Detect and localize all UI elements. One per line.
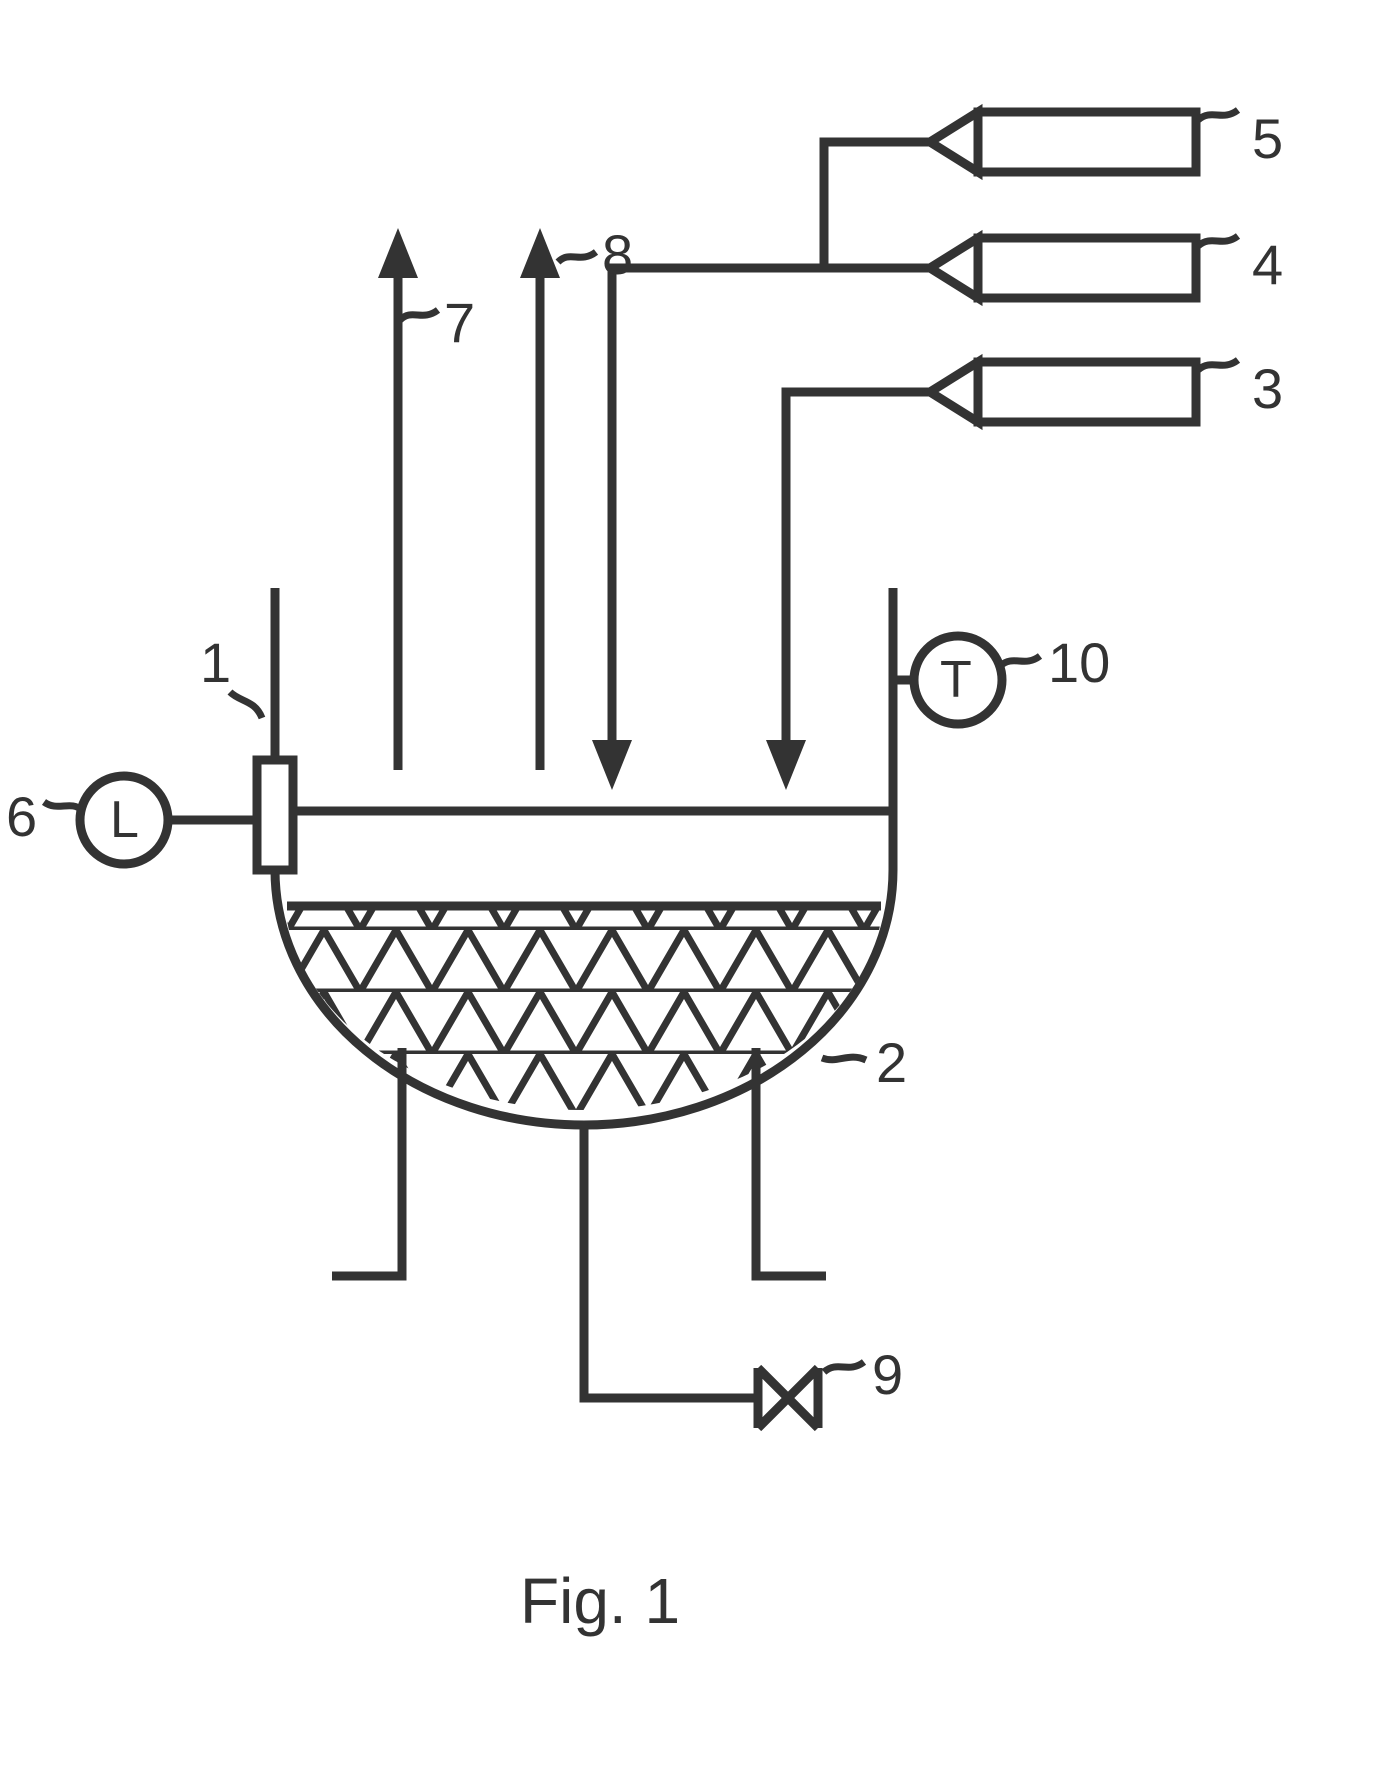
level-sensor-label: L	[110, 790, 139, 850]
level-sensor-icon	[80, 776, 257, 864]
figure-caption: Fig. 1	[520, 1564, 680, 1638]
outlet-arrow-8	[520, 228, 560, 770]
leader-9	[824, 1362, 864, 1372]
level-port	[257, 760, 293, 870]
reactor-diagram	[0, 0, 1373, 1782]
leg-left	[332, 1048, 402, 1276]
leader-1	[230, 692, 262, 718]
leader-5	[1198, 110, 1238, 120]
leader-3	[1198, 360, 1238, 370]
feed-line-3	[766, 392, 930, 790]
callout-3: 3	[1252, 356, 1283, 421]
leader-2	[822, 1057, 866, 1060]
drain-valve-icon	[758, 1368, 818, 1428]
syringe-3-icon	[930, 362, 1196, 422]
packed-bed	[285, 908, 883, 1110]
callout-2: 2	[876, 1030, 907, 1095]
callout-6: 6	[6, 784, 37, 849]
leader-7	[400, 310, 438, 320]
syringe-5-icon	[930, 112, 1196, 172]
callout-8: 8	[602, 222, 633, 287]
outlet-arrow-7	[378, 228, 418, 770]
leader-8	[558, 252, 596, 262]
callout-5: 5	[1252, 106, 1283, 171]
callout-9: 9	[872, 1342, 903, 1407]
temperature-sensor-label: T	[940, 650, 972, 710]
leader-6	[44, 802, 82, 810]
leader-4	[1198, 236, 1238, 246]
drain-pipe	[584, 1122, 758, 1398]
syringe-4-icon	[930, 238, 1196, 298]
leader-10	[1000, 656, 1040, 666]
leg-right	[756, 1048, 826, 1276]
callout-7: 7	[444, 290, 475, 355]
callout-10: 10	[1048, 630, 1110, 695]
feed-line-4-5	[592, 142, 930, 790]
callout-1: 1	[200, 630, 231, 695]
callout-4: 4	[1252, 232, 1283, 297]
